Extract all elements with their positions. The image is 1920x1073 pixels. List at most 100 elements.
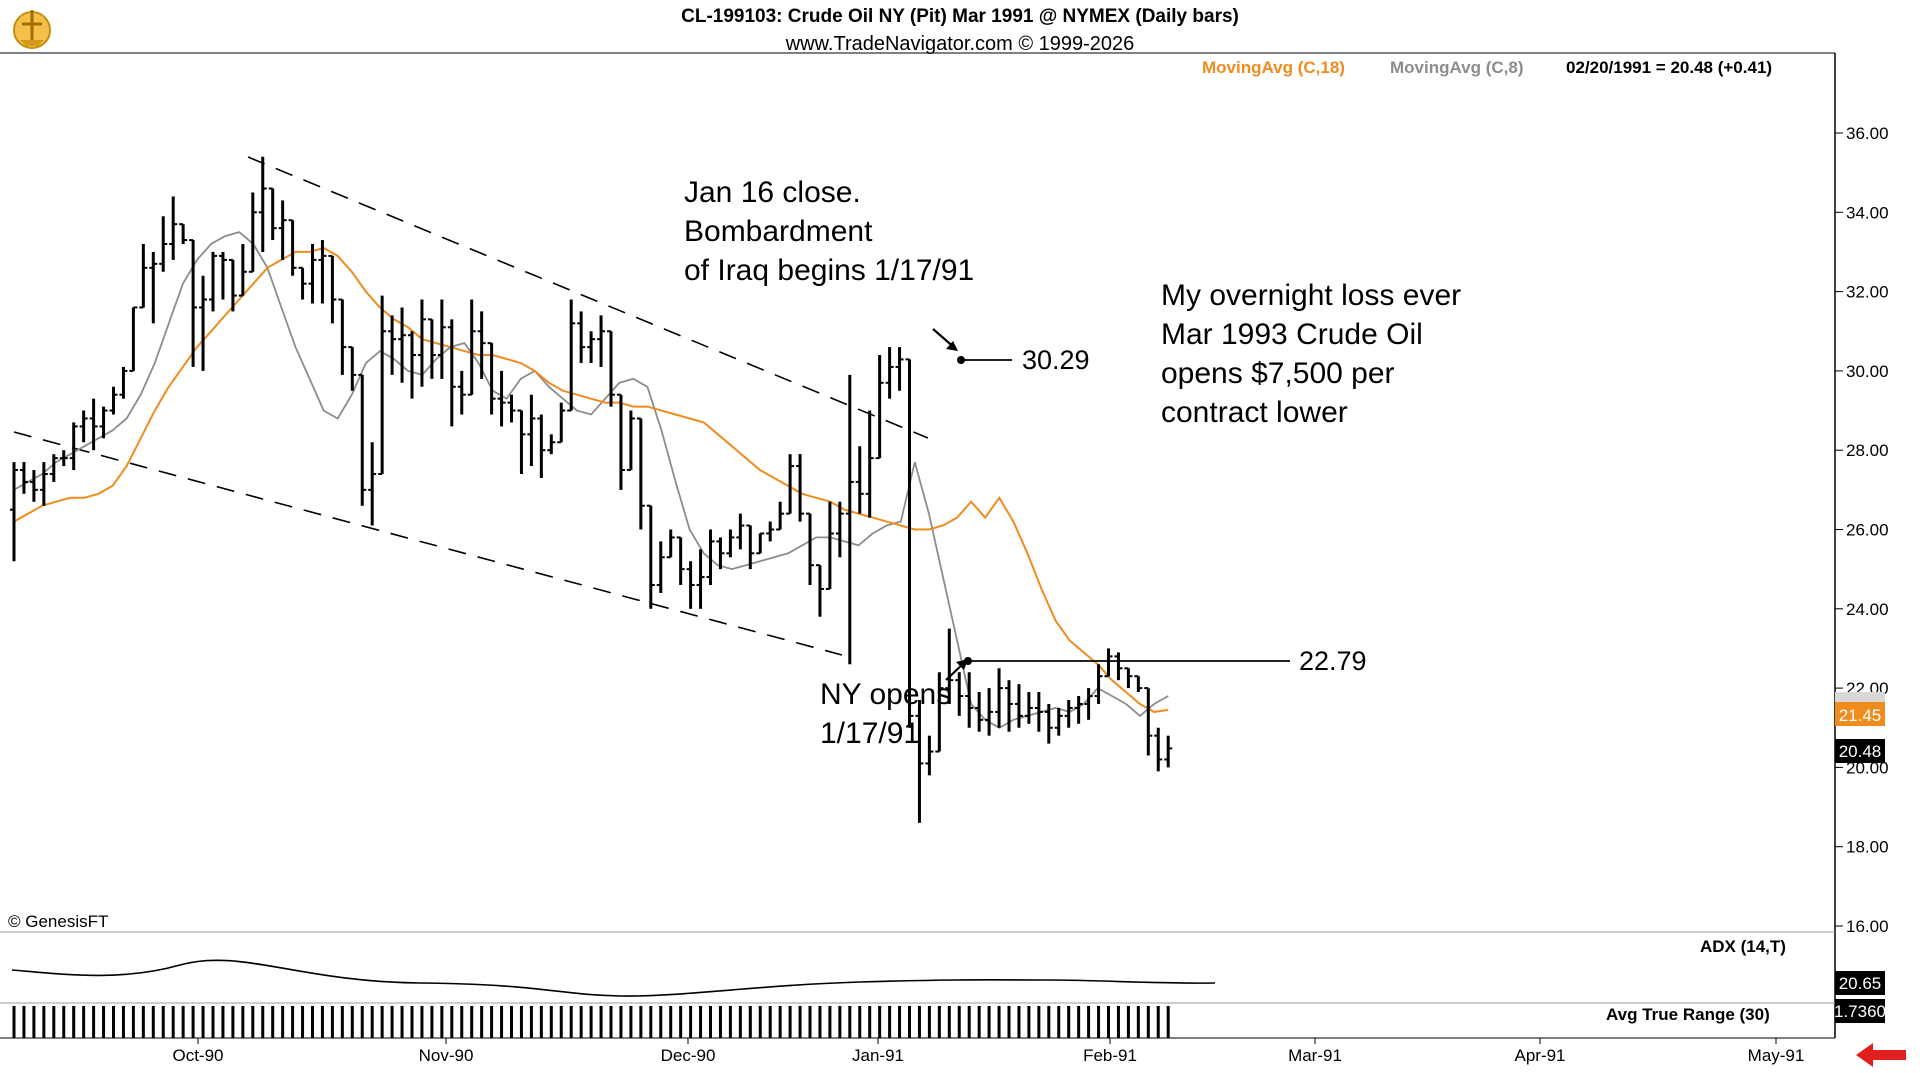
atr-bar — [151, 1006, 155, 1038]
ohlc-bar — [1144, 687, 1153, 756]
ohlc-bar — [1094, 664, 1103, 704]
atr-bar — [659, 1006, 663, 1038]
atr-bar — [161, 1006, 165, 1038]
atr-bar — [181, 1006, 185, 1038]
ohlc-bar — [169, 196, 178, 260]
ohlc-bar — [1084, 688, 1093, 720]
ohlc-bar — [1014, 684, 1023, 728]
atr-bar — [768, 1006, 772, 1038]
atr-bar — [42, 1006, 46, 1038]
ohlc-bar — [59, 450, 68, 467]
atr-bar — [559, 1006, 563, 1038]
atr-bar — [1107, 1006, 1110, 1038]
ohlc-bar — [1114, 652, 1123, 681]
ohlc-bar — [815, 564, 824, 617]
atr-label: Avg True Range (30) — [1606, 1005, 1770, 1024]
ohlc-bar — [955, 672, 964, 716]
ohlc-bar — [49, 454, 58, 482]
legend-ma18: MovingAvg (C,18) — [1202, 58, 1345, 77]
ohlc-bar — [825, 501, 834, 590]
atr-tag-value: 1.7360 — [1834, 1002, 1886, 1021]
y-tick-label: 34.00 — [1846, 203, 1889, 222]
ohlc-bar — [1024, 692, 1033, 724]
ohlc-bar — [597, 315, 606, 367]
atr-bar — [22, 1006, 26, 1038]
atr-bar — [440, 1006, 444, 1038]
atr-histogram — [12, 1006, 1170, 1038]
ma18-tag-box — [1835, 702, 1885, 726]
x-tick-label: Feb-91 — [1083, 1046, 1137, 1065]
ohlc-bar — [875, 355, 884, 460]
ohlc-bar — [686, 561, 695, 609]
atr-bar — [470, 1006, 474, 1038]
x-tick-label: Dec-90 — [661, 1046, 716, 1065]
scroll-left-arrow-icon[interactable] — [1856, 1043, 1906, 1067]
atr-bar — [490, 1006, 494, 1038]
ohlc-bar — [129, 306, 138, 372]
atr-bar — [72, 1006, 76, 1038]
atr-bar — [539, 1006, 543, 1038]
ohlc-bar — [557, 402, 566, 444]
time-axis: Oct-90 Nov-90 Dec-90 Jan-91 Feb-91 Mar-91 Apr-… — [172, 1038, 1804, 1065]
legend-last-quote: 02/20/1991 = 20.48 (+0.41) — [1566, 58, 1772, 77]
atr-bar — [430, 1006, 434, 1038]
ohlc-bar — [318, 240, 327, 304]
ohlc-bar — [746, 524, 755, 570]
ohlc-bar — [358, 373, 367, 506]
ohlc-bar — [308, 244, 317, 304]
ohlc-bar — [975, 692, 984, 732]
ohlc-bar — [447, 319, 456, 427]
atr-bar — [1087, 1006, 1091, 1038]
x-tick-label: Apr-91 — [1514, 1046, 1565, 1065]
ohlc-bar — [905, 358, 914, 728]
arrow-jan16-close — [932, 328, 958, 351]
atr-bar — [1017, 1006, 1021, 1038]
ohlc-bar — [636, 417, 645, 530]
atr-bar — [748, 1006, 752, 1038]
atr-bar — [460, 1006, 464, 1038]
ohlc-bar — [726, 529, 735, 558]
atr-bar — [619, 1006, 623, 1038]
atr-bar — [500, 1006, 504, 1038]
ohlc-bar — [189, 239, 198, 367]
ohlc-bar — [338, 298, 347, 375]
price-axis: 36.0034.0032.0030.0028.0026.0024.0022.00… — [1835, 124, 1889, 936]
atr-bar — [728, 1006, 732, 1038]
ohlc-bar — [427, 318, 436, 379]
ohlc-bar — [477, 311, 486, 379]
atr-bar — [390, 1006, 394, 1038]
annotation-overnight-line4: contract lower — [1161, 396, 1348, 429]
atr-bar — [967, 1006, 971, 1038]
ohlc-bar — [716, 537, 725, 570]
ohlc-bar — [408, 331, 416, 399]
ohlc-bar — [179, 223, 188, 245]
ohlc-bar — [398, 307, 407, 383]
ohlc-bar — [328, 254, 337, 324]
y-tick-label: 28.00 — [1846, 441, 1889, 460]
ohlc-bar — [706, 529, 715, 586]
atr-bar — [510, 1006, 513, 1038]
chart-title: CL-199103: Crude Oil NY (Pit) Mar 1991 @… — [681, 6, 1239, 27]
atr-bar — [987, 1006, 991, 1038]
atr-bar — [529, 1006, 533, 1038]
level-30-29-dot — [957, 356, 965, 364]
atr-bar — [32, 1006, 36, 1038]
ohlc-bar — [1034, 692, 1043, 732]
ohlc-bar — [1154, 727, 1163, 772]
atr-bar — [380, 1006, 384, 1038]
atr-bar — [519, 1006, 523, 1038]
annotation-nyopens-line2: 1/17/91 — [820, 717, 920, 750]
ohlc-bar — [766, 521, 775, 542]
ohlc-bar — [29, 470, 38, 502]
atr-bar — [848, 1006, 852, 1038]
ohlc-bar — [368, 442, 377, 526]
atr-bar — [878, 1006, 882, 1038]
ohlc-bar — [776, 501, 785, 531]
y-tick-label: 26.00 — [1846, 521, 1889, 540]
atr-bar — [1136, 1006, 1140, 1038]
ohlc-bar — [218, 251, 227, 300]
ohlc-bar — [119, 366, 128, 399]
atr-bar — [320, 1006, 324, 1038]
ohlc-bar — [238, 244, 247, 297]
